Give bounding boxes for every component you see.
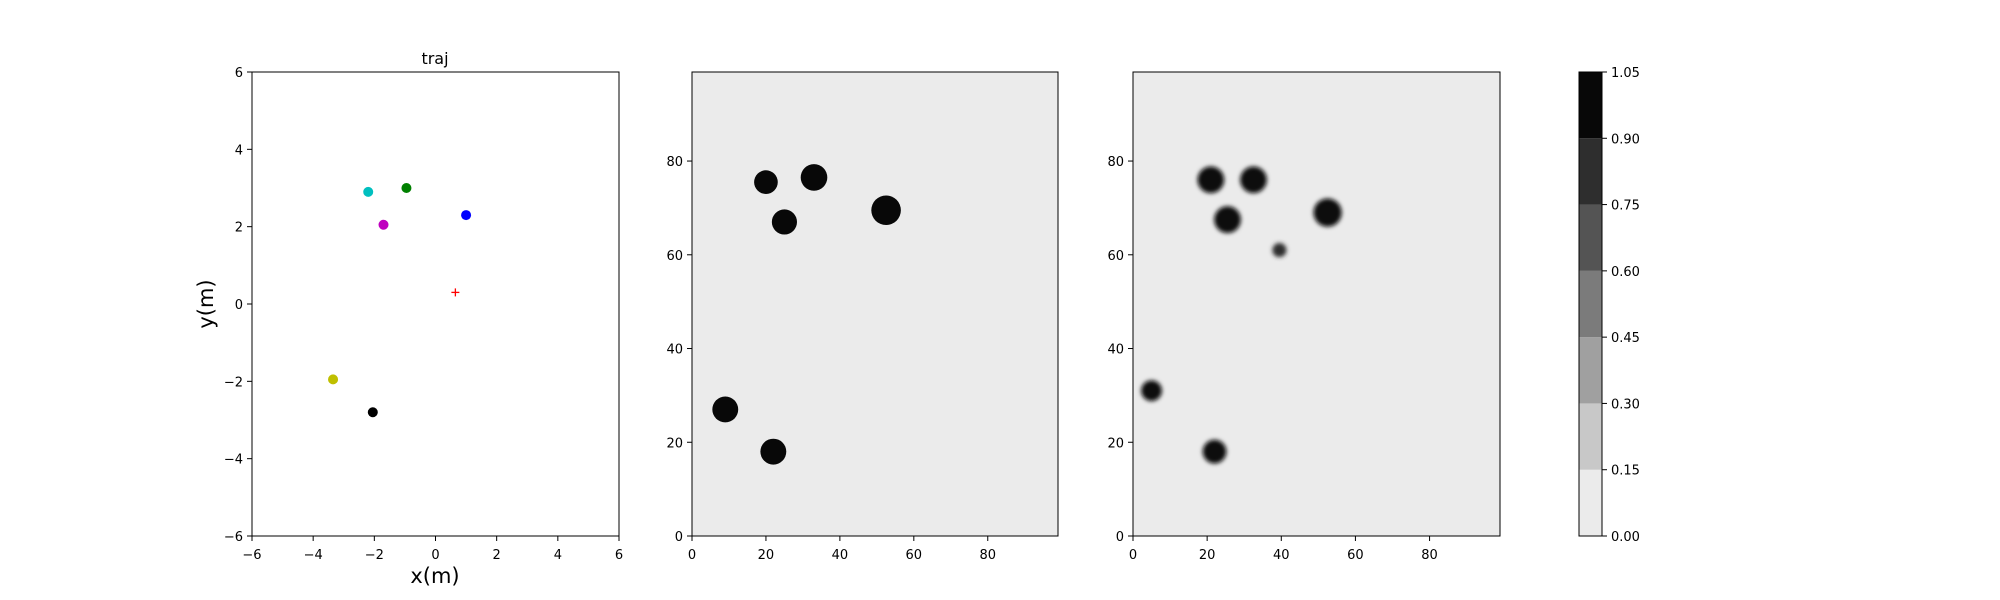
- trajectory-y-axis-label: y(m): [194, 279, 218, 328]
- trajectory-x-tick-label: −2: [365, 548, 384, 563]
- map-2-obstacle: [1240, 166, 1267, 194]
- trajectory-title: traj: [421, 49, 448, 68]
- trajectory-plot-frame: [251, 71, 620, 537]
- map-2-obstacle: [1202, 439, 1227, 464]
- map-panel-1: 0 20 40 60 80 0 20 40 60 80: [666, 71, 1059, 563]
- colorbar: 0.00 0.15 0.30 0.45 0.60 0.75 0.90 1.05: [1578, 66, 1640, 545]
- trajectory-y-tick-label: 4: [235, 143, 243, 158]
- colorbar-tick-label: 0.45: [1611, 331, 1640, 346]
- trajectory-y-tick-label: −6: [224, 530, 243, 545]
- trajectory-y-tick-label: −2: [224, 375, 243, 390]
- colorbar-ticks: 0.00 0.15 0.30 0.45 0.60 0.75 0.90 1.05: [1602, 66, 1640, 545]
- map-2-y-tick-label: 60: [1107, 249, 1124, 264]
- trajectory-panel: traj −6 −4 −2 0 2 4 6 −6 −4 −2 0 2 4 6 x(m) y(m): [194, 49, 623, 588]
- colorbar-frame: [1578, 71, 1603, 537]
- map-2-y-tick-label: 40: [1107, 343, 1124, 358]
- trajectory-y-tick-label: 0: [235, 298, 243, 313]
- map-2-x-tick-label: 40: [1273, 548, 1290, 563]
- map-2-x-tick-label: 0: [1129, 548, 1137, 563]
- colorbar-tick-label: 0.30: [1611, 397, 1640, 412]
- colorbar-band: [1579, 270, 1602, 338]
- map-1-obstacles: [712, 164, 901, 465]
- map-1-obstacle: [760, 438, 787, 465]
- map-2-obstacle: [1272, 243, 1287, 258]
- colorbar-tick-label: 1.05: [1611, 66, 1640, 81]
- colorbar-tick-label: 0.75: [1611, 199, 1640, 214]
- map-1-background: [692, 72, 1058, 536]
- colorbar-tick-label: 0.90: [1611, 132, 1640, 147]
- map-1-x-tick-label: 80: [979, 548, 996, 563]
- map-panel-2: 0 20 40 60 80 0 20 40 60 80: [1107, 71, 1501, 563]
- map-2-x-tick-label: 20: [1199, 548, 1216, 563]
- map-2-x-tick-label: 60: [1347, 548, 1364, 563]
- map-2-ticks: 0 20 40 60 80 0 20 40 60 80: [1107, 155, 1437, 563]
- trajectory-x-tick-label: −4: [304, 548, 323, 563]
- trajectory-y-tick-label: −4: [224, 453, 243, 468]
- map-2-background: [1133, 72, 1500, 536]
- trajectory-y-tick-label: 6: [235, 66, 243, 81]
- map-1-ticks: 0 20 40 60 80 0 20 40 60 80: [666, 155, 996, 563]
- agent-point: [401, 183, 412, 193]
- map-1-obstacle: [800, 164, 828, 191]
- map-2-y-tick-label: 20: [1107, 436, 1124, 451]
- colorbar-band: [1579, 403, 1602, 470]
- trajectory-x-tick-label: 2: [493, 548, 501, 563]
- trajectory-x-tick-label: −6: [242, 548, 261, 563]
- agent-point: [378, 219, 389, 230]
- map-2-obstacle: [1313, 198, 1342, 227]
- map-1-x-tick-label: 20: [758, 548, 775, 563]
- map-1-obstacle: [771, 209, 797, 235]
- colorbar-bands: [1579, 72, 1602, 536]
- map-1-y-tick-label: 20: [666, 436, 683, 451]
- agent-point: [363, 186, 374, 197]
- map-1-plot-frame: [691, 71, 1059, 537]
- colorbar-tick-label: 0.60: [1611, 265, 1640, 280]
- colorbar-band: [1579, 469, 1602, 536]
- map-1-obstacle: [871, 195, 901, 226]
- trajectory-y-tick-label: 2: [235, 221, 243, 236]
- trajectory-x-tick-label: 4: [554, 548, 562, 563]
- trajectory-points: [328, 183, 472, 418]
- map-1-obstacle: [712, 396, 739, 423]
- colorbar-band: [1579, 138, 1602, 205]
- colorbar-band: [1579, 337, 1602, 404]
- map-1-y-tick-label: 40: [666, 343, 683, 358]
- map-1-y-tick-label: 0: [675, 530, 683, 545]
- trajectory-ticks: −6 −4 −2 0 2 4 6 −6 −4 −2 0 2 4 6: [224, 66, 623, 563]
- colorbar-tick-label: 0.00: [1611, 530, 1640, 545]
- trajectory-x-axis-label: x(m): [410, 564, 459, 588]
- trajectory-x-tick-label: 0: [431, 548, 439, 563]
- colorbar-band: [1579, 204, 1602, 271]
- map-2-x-tick-label: 80: [1421, 548, 1438, 563]
- map-1-y-tick-label: 80: [666, 155, 683, 170]
- map-1-x-tick-label: 0: [688, 548, 696, 563]
- map-2-obstacles: [1141, 166, 1342, 464]
- map-1-obstacle: [754, 170, 778, 194]
- colorbar-band: [1579, 72, 1602, 139]
- map-2-obstacle: [1214, 206, 1241, 233]
- map-2-obstacle: [1141, 380, 1162, 402]
- map-2-plot-frame: [1132, 71, 1501, 537]
- map-1-y-tick-label: 60: [666, 249, 683, 264]
- map-1-x-tick-label: 60: [906, 548, 923, 563]
- trajectory-x-tick-label: 6: [615, 548, 623, 563]
- map-2-y-tick-label: 0: [1116, 530, 1124, 545]
- agent-point: [328, 374, 339, 385]
- agent-point: [461, 210, 472, 221]
- colorbar-tick-label: 0.15: [1611, 464, 1640, 479]
- map-2-y-tick-label: 80: [1107, 155, 1124, 170]
- map-2-obstacle: [1197, 166, 1225, 194]
- map-1-x-tick-label: 40: [832, 548, 849, 563]
- agent-point: [367, 407, 378, 418]
